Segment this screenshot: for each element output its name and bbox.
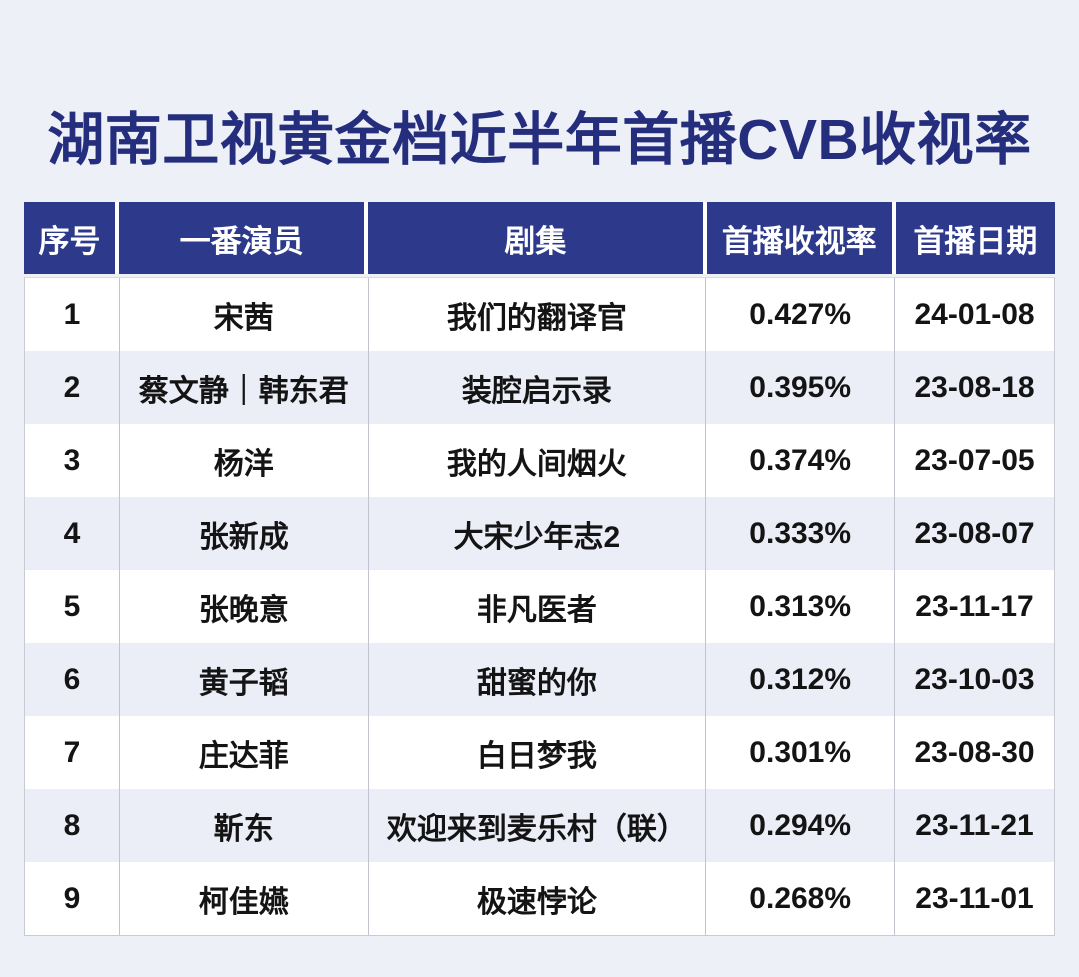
table-row: 1 宋茜 我们的翻译官 0.427% 24-01-08	[25, 278, 1054, 351]
cell-date: 24-01-08	[914, 297, 1035, 331]
cell-date: 23-11-01	[915, 881, 1034, 915]
table-row: 8 靳东 欢迎来到麦乐村（联） 0.294% 23-11-21	[25, 789, 1054, 862]
cell-drama: 白日梦我	[369, 716, 707, 789]
cell-rank: 5	[25, 570, 120, 643]
cell-rating: 0.313%	[706, 570, 896, 643]
cell-date: 23-08-30	[914, 735, 1035, 769]
cell-rating: 0.301%	[706, 716, 896, 789]
table-header-row: 序号 一番演员 剧集 首播收视率 首播日期	[24, 202, 1055, 274]
cell-rating: 0.312%	[706, 643, 896, 716]
header-cell-actor: 一番演员	[119, 202, 369, 274]
cell-drama: 大宋少年志2	[369, 497, 707, 570]
cell-drama: 极速悖论	[369, 862, 707, 935]
cell-rating: 0.427%	[706, 278, 896, 351]
cell-drama: 欢迎来到麦乐村（联）	[369, 789, 707, 862]
table-row: 3 杨洋 我的人间烟火 0.374% 23-07-05	[25, 424, 1054, 497]
header-cell-date: 首播日期	[895, 202, 1055, 274]
cell-rank: 2	[25, 351, 120, 424]
cell-actor: 庄达菲	[120, 716, 369, 789]
cell-actor: 靳东	[120, 789, 369, 862]
cell-drama: 甜蜜的你	[369, 643, 707, 716]
table-row: 4 张新成 大宋少年志2 0.333% 23-08-07	[25, 497, 1054, 570]
header-cell-rating: 首播收视率	[706, 202, 896, 274]
cell-date: 23-10-03	[914, 662, 1035, 696]
table-row: 9 柯佳嬿 极速悖论 0.268% 23-11-01	[25, 862, 1054, 935]
cell-actor: 张晚意	[120, 570, 369, 643]
cell-drama: 非凡医者	[369, 570, 707, 643]
table-row: 7 庄达菲 白日梦我 0.301% 23-08-30	[25, 716, 1054, 789]
cell-rating: 0.395%	[706, 351, 896, 424]
cell-actor: 蔡文静｜韩东君	[120, 351, 369, 424]
cell-drama: 我们的翻译官	[369, 278, 707, 351]
ratings-table: 序号 一番演员 剧集 首播收视率 首播日期 1 宋茜 我们的翻译官 0.427%…	[24, 202, 1055, 936]
page-title: 湖南卫视黄金档近半年首播CVB收视率	[47, 108, 1032, 172]
cell-date: 23-07-05	[914, 443, 1035, 477]
table-row: 6 黄子韬 甜蜜的你 0.312% 23-10-03	[25, 643, 1054, 716]
table-row: 5 张晚意 非凡医者 0.313% 23-11-17	[25, 570, 1054, 643]
cell-actor: 张新成	[120, 497, 369, 570]
cell-rating: 0.294%	[706, 789, 896, 862]
cell-rating: 0.333%	[706, 497, 896, 570]
cell-rank: 1	[25, 278, 120, 351]
cell-actor: 杨洋	[120, 424, 369, 497]
cell-drama: 我的人间烟火	[369, 424, 707, 497]
cell-date: 23-08-18	[914, 370, 1035, 404]
cell-drama: 装腔启示录	[369, 351, 707, 424]
cell-date: 23-08-07	[914, 516, 1035, 550]
cell-rank: 6	[25, 643, 120, 716]
cell-rank: 8	[25, 789, 120, 862]
cell-rating: 0.374%	[706, 424, 896, 497]
cell-actor: 宋茜	[120, 278, 369, 351]
table-body: 1 宋茜 我们的翻译官 0.427% 24-01-08 2 蔡文静｜韩东君 装腔…	[24, 277, 1055, 936]
header-cell-drama: 剧集	[368, 202, 707, 274]
cell-rating: 0.268%	[706, 862, 896, 935]
cell-date: 23-11-17	[915, 589, 1034, 623]
header-cell-rank: 序号	[24, 202, 120, 274]
cell-actor: 黄子韬	[120, 643, 369, 716]
cell-rank: 3	[25, 424, 120, 497]
table-row: 2 蔡文静｜韩东君 装腔启示录 0.395% 23-08-18	[25, 351, 1054, 424]
cell-rank: 7	[25, 716, 120, 789]
cell-actor: 柯佳嬿	[120, 862, 369, 935]
cell-rank: 9	[25, 862, 120, 935]
cell-rank: 4	[25, 497, 120, 570]
cell-date: 23-11-21	[915, 808, 1034, 842]
